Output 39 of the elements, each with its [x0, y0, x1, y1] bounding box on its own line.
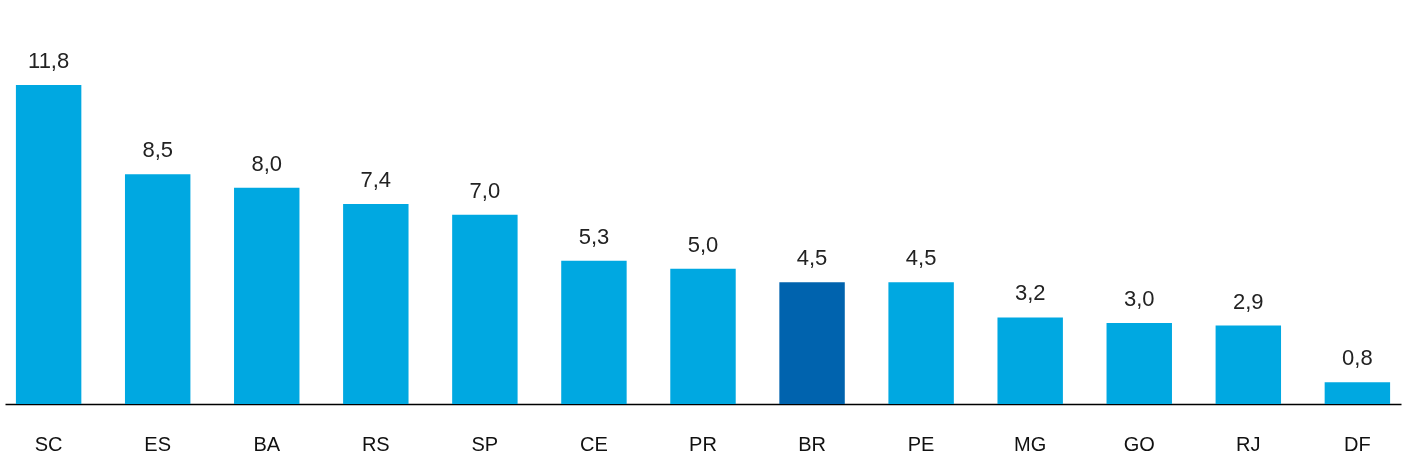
data-label: 11,8	[28, 48, 70, 73]
bar	[779, 282, 845, 404]
bar	[888, 282, 954, 404]
x-tick-label: PR	[689, 432, 717, 455]
x-tick-label: RJ	[1236, 432, 1261, 455]
bar	[124, 174, 191, 404]
x-tick-label: ES	[144, 432, 172, 455]
data-label: 7,4	[360, 166, 392, 192]
data-label: 5,3	[578, 223, 610, 249]
x-tick-label: PE	[907, 432, 935, 455]
bar	[1324, 382, 1391, 404]
data-label: 3,2	[1014, 280, 1046, 306]
data-label: 4,5	[905, 245, 937, 271]
bar	[234, 187, 300, 404]
data-label: 0,8	[1342, 345, 1373, 371]
x-tick-label: CE	[580, 432, 608, 455]
x-tick-label: SC	[34, 432, 63, 455]
data-label: 7,0	[469, 177, 501, 203]
x-tick-label: GO	[1123, 432, 1155, 455]
x-tick-label: BR	[798, 432, 826, 455]
data-label: 5,0	[687, 231, 719, 257]
x-tick-label: RS	[361, 432, 390, 455]
x-tick-label: DF	[1344, 432, 1371, 455]
data-label: 2,9	[1233, 288, 1264, 314]
x-tick-label: BA	[253, 432, 281, 455]
bar	[343, 203, 409, 404]
x-tick-label: SP	[471, 432, 499, 455]
data-label: 3,0	[1123, 285, 1155, 311]
data-label: 4,5	[796, 245, 828, 271]
bar	[15, 85, 82, 404]
bar	[1215, 325, 1282, 404]
bar	[997, 317, 1063, 404]
x-tick-label: MG	[1014, 432, 1047, 455]
data-label: 8,0	[251, 150, 283, 176]
bar	[1106, 322, 1172, 404]
bar	[670, 268, 736, 404]
data-label: 8,5	[142, 137, 173, 163]
bar	[452, 214, 518, 404]
bar	[561, 260, 627, 404]
